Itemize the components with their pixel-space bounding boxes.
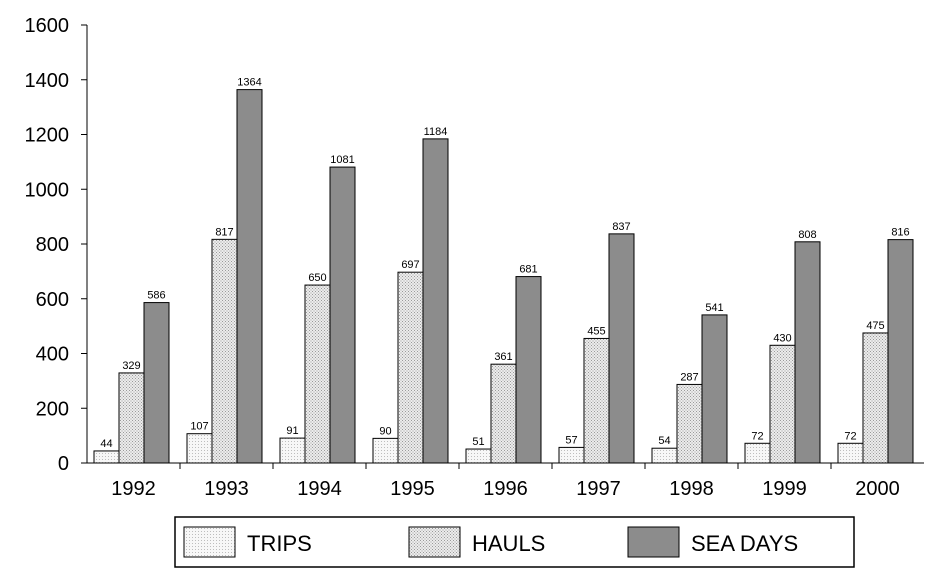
x-tick-label: 1995: [390, 478, 435, 500]
bar-sea-days: [143, 302, 170, 464]
bar-hauls: [490, 363, 517, 464]
x-tick-label: 1999: [762, 478, 807, 500]
bar-hauls: [211, 238, 238, 464]
bars: [93, 89, 914, 464]
legend-label: SEA DAYS: [691, 531, 798, 556]
bar-sea-days: [422, 138, 449, 464]
data-label: 681: [519, 264, 537, 276]
data-label: 586: [147, 290, 165, 302]
bar-trips: [744, 442, 771, 464]
data-label: 54: [658, 435, 670, 447]
data-label: 650: [308, 272, 326, 284]
y-tick-label: 1200: [25, 125, 70, 147]
legend-swatch: [408, 526, 461, 558]
data-label: 1081: [330, 154, 354, 166]
bar-sea-days: [608, 233, 635, 464]
data-label: 837: [612, 221, 630, 233]
x-tick-label: 1994: [297, 478, 342, 500]
data-label: 808: [798, 229, 816, 241]
y-tick-label: 1600: [25, 15, 70, 37]
data-label: 1364: [237, 77, 261, 89]
bar-hauls: [769, 344, 796, 464]
bar-hauls: [583, 337, 610, 464]
y-tick-label: 600: [36, 289, 69, 311]
bar-hauls: [862, 332, 889, 464]
data-label: 697: [401, 259, 419, 271]
x-tick-label: 1992: [111, 478, 156, 500]
y-tick-label: 400: [36, 344, 69, 366]
data-label: 51: [472, 436, 484, 448]
x-tick-label: 1997: [576, 478, 621, 500]
data-label: 541: [705, 302, 723, 314]
x-tick-label: 1993: [204, 478, 249, 500]
bar-sea-days: [515, 276, 542, 464]
data-label: 90: [379, 425, 391, 437]
data-label: 91: [286, 425, 298, 437]
bar-trips: [186, 433, 213, 464]
y-tick-label: 200: [36, 398, 69, 420]
bar-sea-days: [329, 166, 356, 464]
bar-sea-days: [887, 239, 914, 464]
legend-swatch: [183, 526, 236, 558]
data-label: 72: [751, 430, 763, 442]
bar-trips: [93, 450, 120, 464]
data-label: 329: [122, 360, 140, 372]
data-label: 430: [773, 332, 791, 344]
y-tick-label: 1000: [25, 179, 70, 201]
data-label: 72: [844, 430, 856, 442]
x-tick-label: 1998: [669, 478, 714, 500]
legend: TRIPS HAULS SEA DAYS: [174, 516, 855, 568]
bar-hauls: [118, 372, 145, 464]
x-tick-label: 1996: [483, 478, 528, 500]
x-tick-label: 2000: [855, 478, 900, 500]
bar-sea-days: [236, 89, 263, 464]
legend-box: [174, 516, 855, 568]
data-label: 475: [866, 320, 884, 332]
y-tick-label: 0: [58, 453, 69, 475]
data-label: 455: [587, 325, 605, 337]
data-label: 287: [680, 371, 698, 383]
axes: 0 200 400 600 800 1000 1200 1400 1600 1992 1993 199…: [25, 15, 924, 500]
bar-hauls: [304, 284, 331, 464]
bar-sea-days: [701, 314, 728, 464]
y-tick-label: 800: [36, 234, 69, 256]
bar-trips: [558, 446, 585, 464]
data-label: 44: [100, 438, 112, 450]
bar-trips: [279, 437, 306, 464]
bar-sea-days: [794, 241, 821, 464]
bar-hauls: [676, 383, 703, 464]
data-labels: 44 329 586 107 817 1364 91 650 1081 90 697 1184 51 36…: [100, 77, 909, 450]
y-tick-label: 1400: [25, 70, 70, 92]
data-label: 107: [190, 421, 208, 433]
bar-trips: [837, 442, 864, 464]
data-label: 1184: [424, 126, 448, 138]
bar-trips: [465, 448, 492, 464]
data-label: 816: [891, 227, 909, 239]
data-label: 817: [215, 226, 233, 238]
data-label: 57: [565, 434, 577, 446]
legend-swatch: [627, 526, 680, 558]
data-label: 361: [494, 351, 512, 363]
bar-trips: [372, 437, 399, 464]
bar-hauls: [397, 271, 424, 464]
legend-label: TRIPS: [247, 531, 312, 556]
legend-label: HAULS: [472, 531, 545, 556]
bar-trips: [651, 447, 678, 464]
